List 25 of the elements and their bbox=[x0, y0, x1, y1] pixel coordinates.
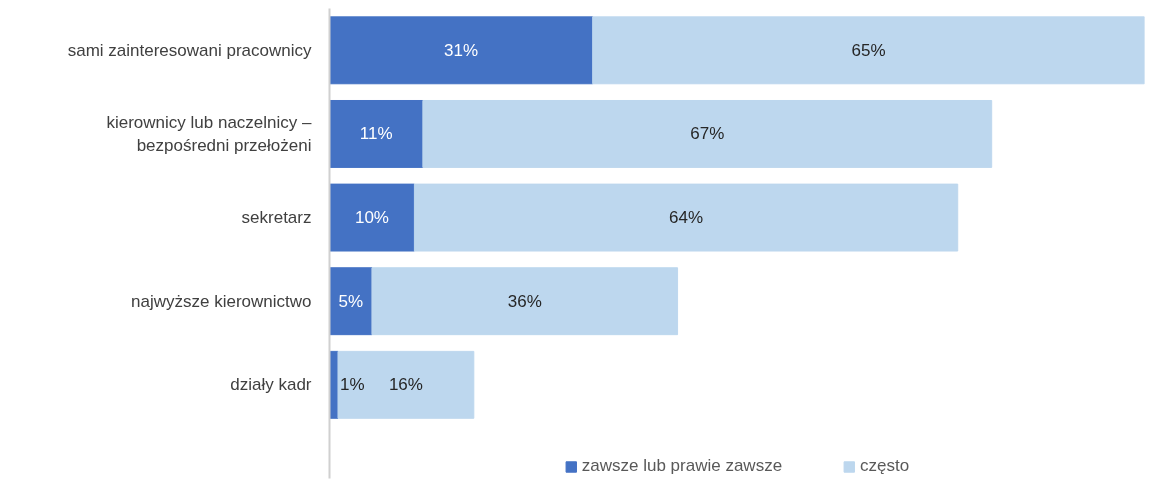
bar bbox=[592, 16, 1145, 85]
bar bbox=[371, 267, 679, 336]
bar bbox=[413, 183, 959, 252]
bar bbox=[329, 183, 415, 252]
data-label: 1% bbox=[339, 375, 365, 395]
data-label: 67% bbox=[690, 124, 725, 144]
data-label: 16% bbox=[388, 375, 423, 395]
legend-label: często bbox=[860, 456, 910, 476]
bar bbox=[329, 99, 424, 168]
data-label: 5% bbox=[338, 291, 364, 311]
bar bbox=[422, 99, 993, 168]
bar bbox=[337, 350, 475, 419]
data-label: 10% bbox=[354, 208, 389, 228]
y-tick-label: działy kadr bbox=[230, 375, 312, 395]
legend-label: zawsze lub prawie zawsze bbox=[581, 456, 783, 476]
data-label: 11% bbox=[359, 124, 393, 144]
y-tick-label: najwyższe kierownictwo bbox=[131, 291, 312, 311]
y-tick-label: kierownicy lub naczelnicy – bezpośredni przełożeni bbox=[106, 113, 313, 155]
data-label: 64% bbox=[669, 208, 704, 228]
data-label: 31% bbox=[444, 40, 479, 60]
y-tick-label: sekretarz bbox=[241, 208, 312, 228]
y-tick-label: sami zainteresowani pracownicy bbox=[67, 40, 312, 60]
bar bbox=[329, 16, 594, 85]
data-label: 65% bbox=[851, 40, 886, 60]
data-label: 36% bbox=[507, 291, 542, 311]
